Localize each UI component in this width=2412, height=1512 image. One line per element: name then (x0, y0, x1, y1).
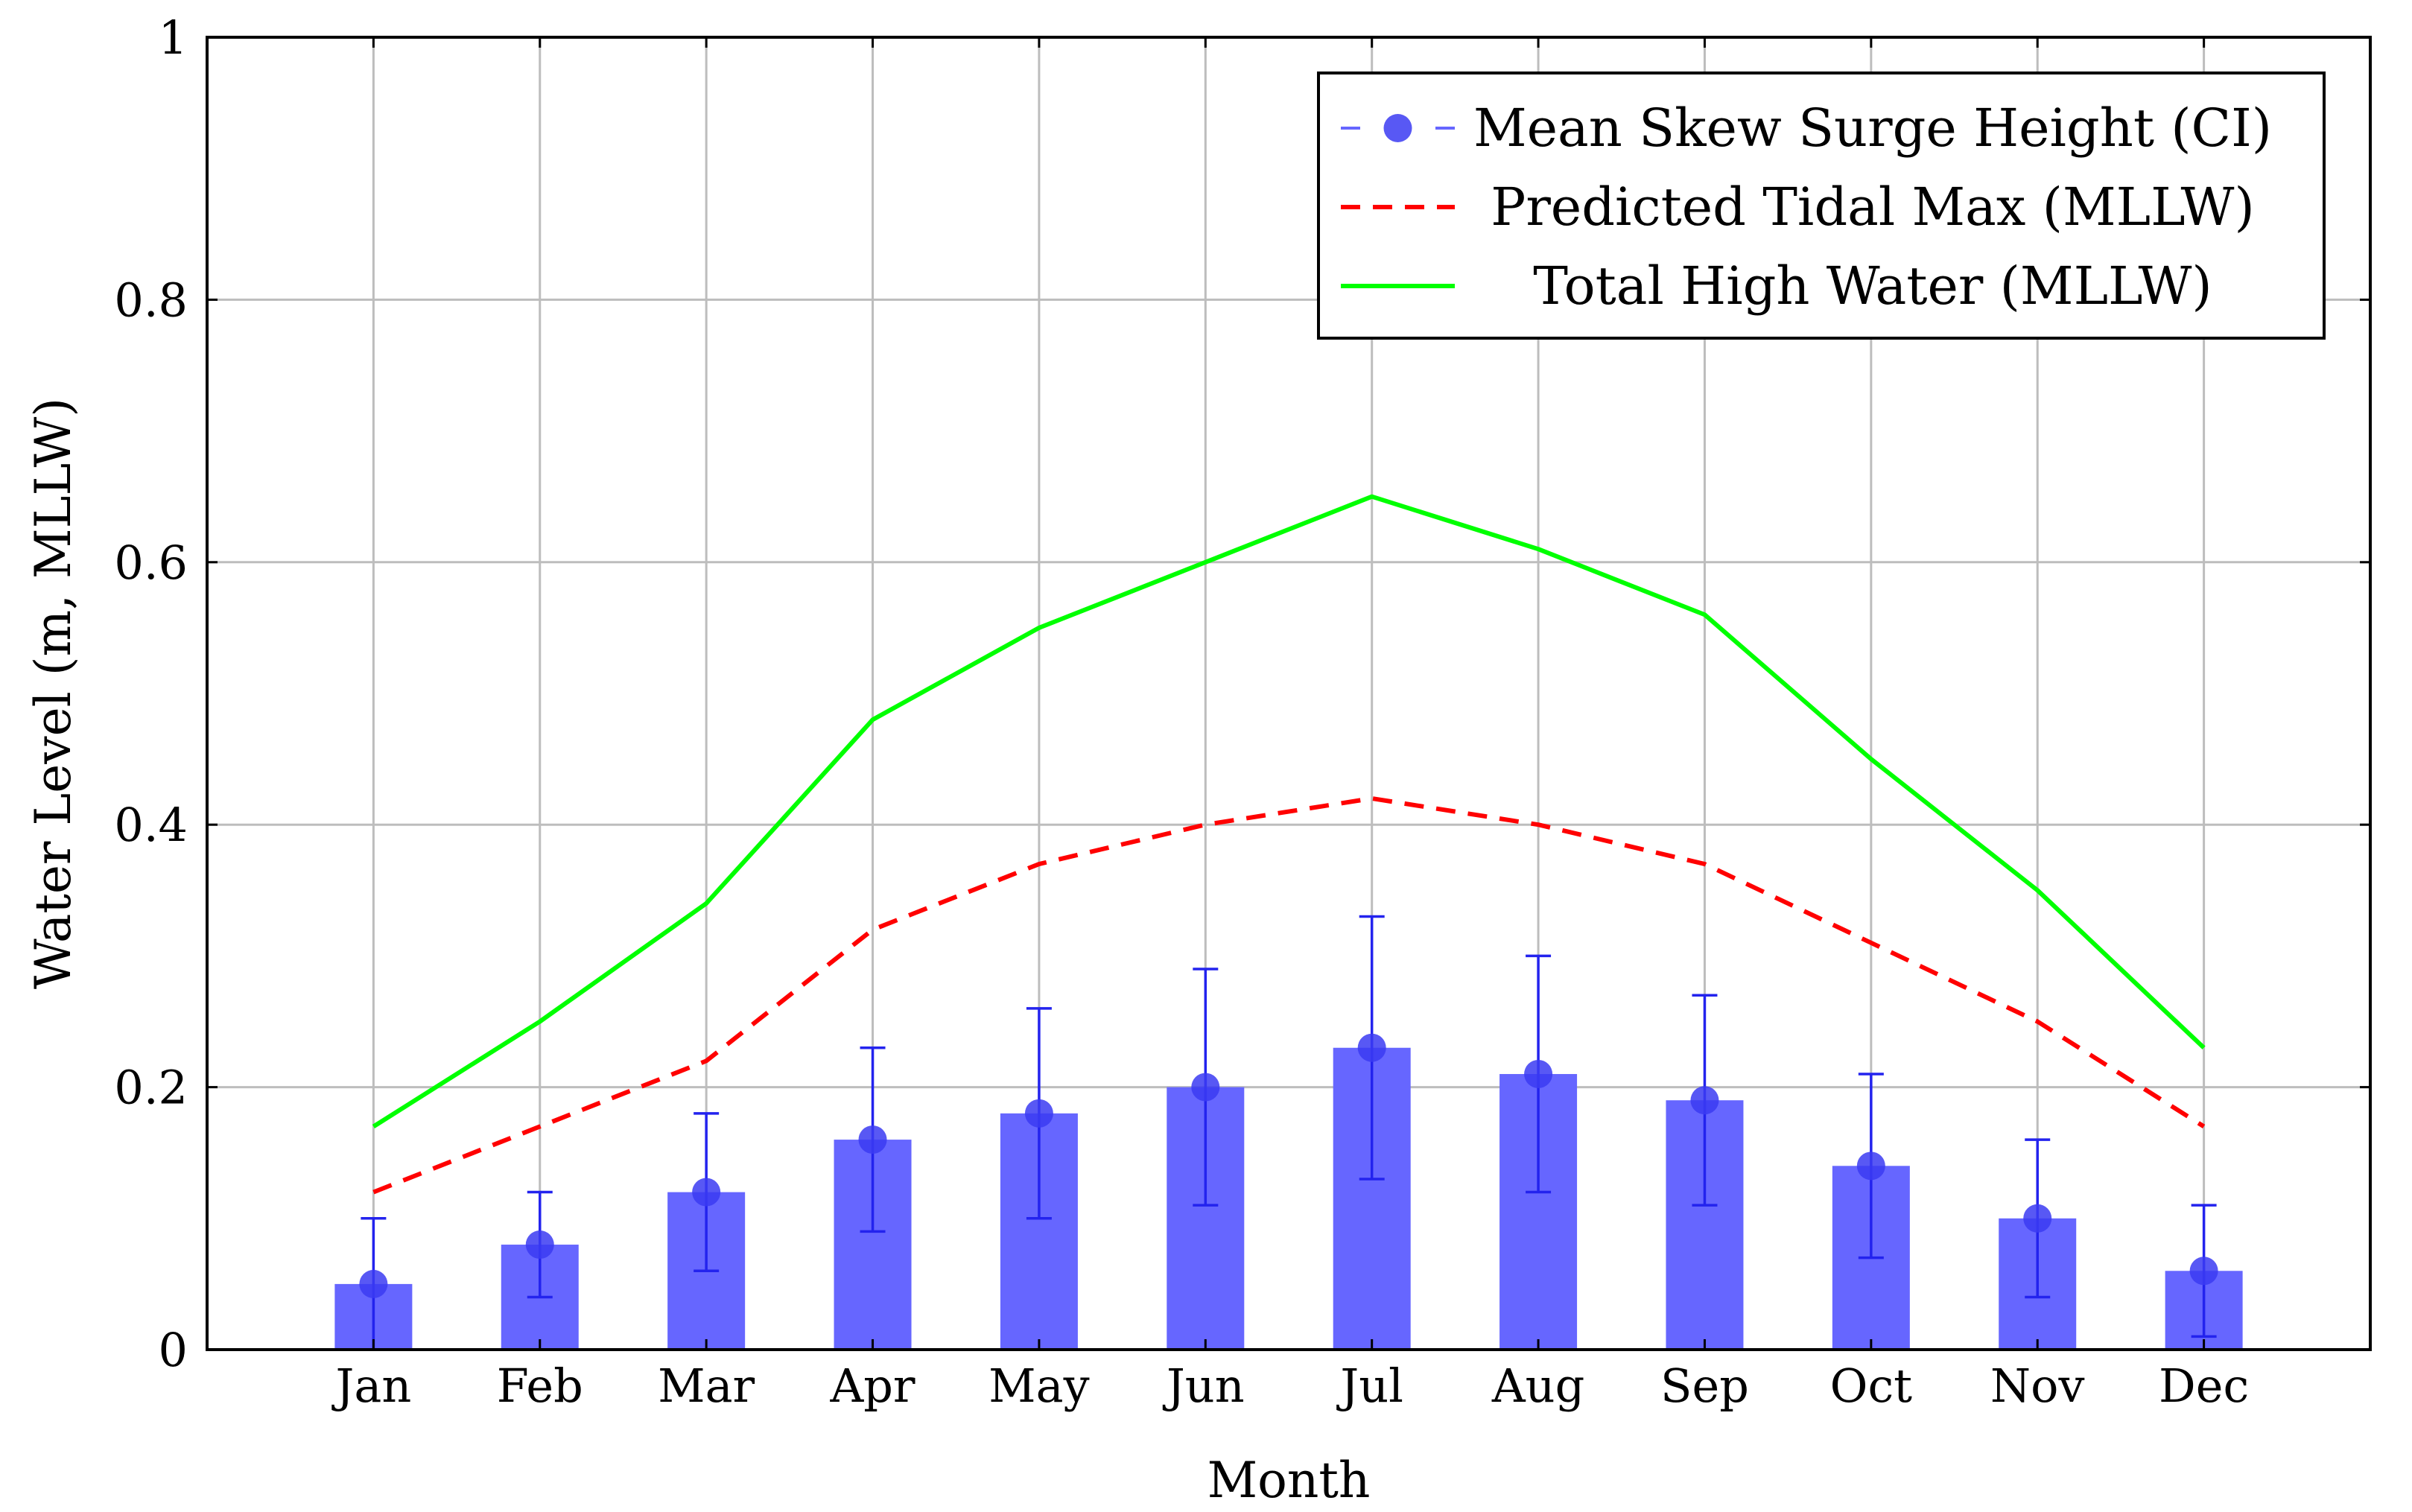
total-high-water-line (372, 494, 2206, 1128)
mean-marker (692, 1178, 721, 1207)
y-tick-label: 0.8 (114, 273, 188, 327)
y-tick-label: 0.6 (114, 536, 188, 590)
mean-marker (525, 1230, 554, 1260)
legend-label-tidal-max: Predicted Tidal Max (MLLW) (1491, 177, 2255, 238)
mean-marker (1524, 1059, 1553, 1088)
x-tick-label: Aug (1491, 1359, 1584, 1413)
mean-marker (359, 1269, 388, 1298)
bar-series (334, 1047, 2243, 1350)
plot-frame (206, 36, 2372, 1351)
y-tick-label: 0.4 (114, 798, 188, 852)
errorbar-series (359, 915, 2218, 1351)
x-tick-label: Jul (1336, 1359, 1403, 1413)
axis-ticks: 0 0.2 0.4 0.6 0.8 1 Jan Feb Mar Apr May Jun Jul Aug Se… (114, 10, 2370, 1413)
x-tick-label: Feb (497, 1359, 583, 1413)
x-tick-label: Sep (1660, 1359, 1749, 1413)
x-axis-label: Month (1207, 1452, 1371, 1509)
x-tick-label: Mar (658, 1359, 755, 1413)
y-tick-label: 0.2 (114, 1061, 188, 1115)
legend: Mean Skew Surge Height (CI) Predicted Ti… (1317, 72, 2326, 340)
legend-box (1317, 72, 2326, 340)
y-axis-label: Water Level (m, MLLW) (25, 398, 82, 989)
x-tick-label: Apr (829, 1359, 915, 1413)
mean-marker (2189, 1257, 2218, 1286)
mean-marker (1024, 1099, 1053, 1128)
x-tick-label: Nov (1990, 1359, 2085, 1413)
y-tick-label: 0 (159, 1323, 188, 1377)
legend-marker (1383, 114, 1412, 142)
mean-marker (1690, 1086, 1719, 1115)
tidal-max-line (372, 795, 2206, 1195)
mean-marker (858, 1125, 887, 1154)
x-tick-label: Oct (1830, 1359, 1913, 1413)
mean-marker (1357, 1033, 1386, 1062)
legend-symbol-skew-surge (1341, 114, 1455, 142)
x-tick-label: Jan (331, 1359, 412, 1413)
x-tick-label: Dec (2159, 1359, 2249, 1413)
mean-marker (1856, 1152, 1885, 1181)
legend-label-skew-surge: Mean Skew Surge Height (CI) (1473, 98, 2272, 159)
legend-label-total-high-water: Total High Water (MLLW) (1533, 255, 2212, 317)
mean-marker (1191, 1073, 1220, 1102)
x-tick-label: May (988, 1359, 1089, 1413)
x-tick-label: Jun (1162, 1359, 1245, 1413)
line-series (372, 494, 2206, 1195)
mean-marker (2023, 1204, 2052, 1233)
y-tick-label: 1 (159, 10, 188, 65)
